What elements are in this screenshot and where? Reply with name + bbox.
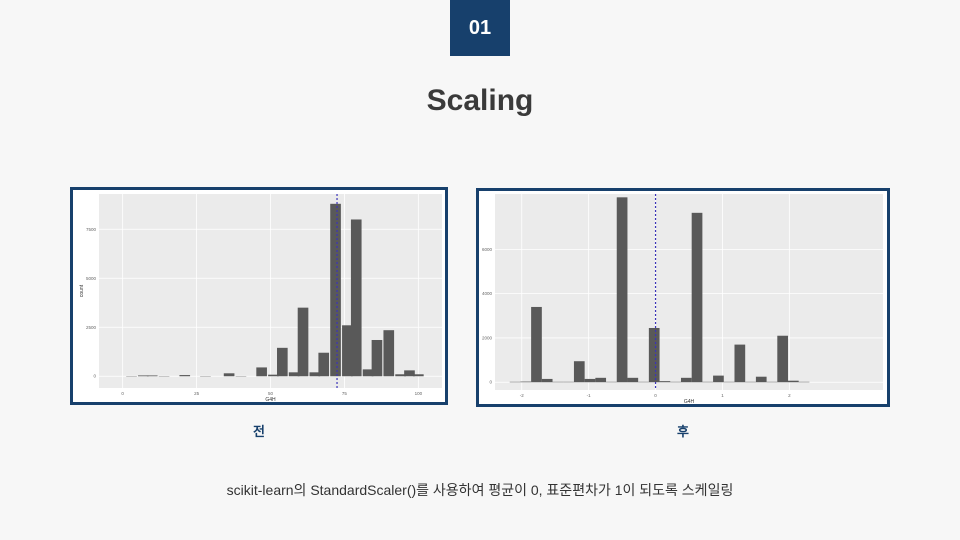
histogram-bar — [383, 330, 395, 377]
histogram-bar — [146, 375, 158, 377]
histogram-bar — [256, 367, 267, 377]
y-tick-label: 6000 — [482, 247, 493, 252]
histogram-bar — [713, 375, 724, 383]
y-tick-label: 2500 — [86, 325, 97, 330]
x-tick-label: 50 — [268, 391, 274, 396]
histogram-bar — [413, 374, 424, 377]
page-title: Scaling — [426, 84, 534, 117]
histogram-bar — [277, 347, 288, 377]
scaling-description: scikit-learn의 StandardScaler()를 사용하여 평균이… — [226, 482, 734, 498]
histogram-bar — [395, 374, 406, 377]
y-tick-label: 0 — [489, 380, 492, 385]
x-axis-label: G4H — [265, 397, 276, 402]
y-tick-label: 7500 — [86, 227, 97, 232]
histogram-bar — [531, 306, 542, 383]
x-tick-label: 0 — [654, 393, 657, 398]
y-tick-label: 0 — [93, 374, 96, 379]
x-tick-label: 100 — [415, 391, 423, 396]
x-axis-label: G4H — [684, 399, 695, 404]
histogram-bar — [755, 376, 767, 383]
histogram-bar — [777, 335, 789, 383]
histogram-bar — [788, 380, 799, 383]
before-histogram: 0 2500 5000 7500 0 25 50 75 100 G4H count — [79, 194, 442, 402]
y-tick-label: 2000 — [482, 335, 493, 340]
histogram-bar — [138, 375, 149, 377]
histogram-bar — [404, 370, 415, 377]
histogram-bar — [350, 219, 362, 377]
histogram-bar — [520, 381, 532, 383]
section-number-badge: 01 — [450, 0, 510, 56]
after-chart-panel: 0 2000 4000 6000 -2 -1 0 1 2 G4H count — [476, 188, 890, 407]
histogram-bar — [573, 361, 585, 383]
before-chart-panel: 0 2500 5000 7500 0 25 50 75 100 G4H count — [70, 187, 448, 405]
histogram-bar — [309, 372, 321, 377]
x-tick-label: 0 — [121, 391, 124, 396]
histogram-bar — [541, 378, 553, 383]
x-tick-label: -2 — [520, 393, 524, 398]
y-axis-label: count — [479, 285, 481, 298]
plot-background — [495, 194, 883, 390]
histogram-bar — [297, 307, 309, 377]
histogram-bar — [318, 352, 330, 377]
x-tick-label: 1 — [721, 393, 724, 398]
x-tick-label: 25 — [194, 391, 200, 396]
y-axis-label: count — [79, 284, 85, 297]
after-caption: 후 — [677, 424, 689, 439]
histogram-bar — [371, 339, 383, 377]
histogram-bar — [223, 373, 235, 377]
histogram-bar — [616, 197, 628, 383]
histogram-bar — [595, 377, 607, 383]
histogram-bar — [659, 381, 671, 383]
histogram-bar — [362, 369, 374, 377]
y-tick-label: 4000 — [482, 291, 493, 296]
histogram-bar — [179, 375, 191, 377]
histogram-bar — [268, 374, 279, 377]
histogram-bar — [734, 344, 746, 383]
before-caption: 전 — [253, 424, 265, 439]
histogram-bar — [680, 377, 692, 383]
after-histogram: 0 2000 4000 6000 -2 -1 0 1 2 G4H count — [479, 194, 883, 404]
histogram-bar — [330, 203, 341, 377]
histogram-bar — [584, 378, 596, 383]
histogram-bar — [627, 377, 639, 383]
histogram-bar — [648, 327, 660, 383]
y-tick-label: 5000 — [86, 276, 97, 281]
histogram-bar — [288, 372, 300, 377]
x-tick-label: 2 — [788, 393, 791, 398]
histogram-bar — [342, 325, 353, 377]
histogram-bar — [691, 212, 703, 383]
x-tick-label: 75 — [342, 391, 348, 396]
x-tick-label: -1 — [587, 393, 591, 398]
